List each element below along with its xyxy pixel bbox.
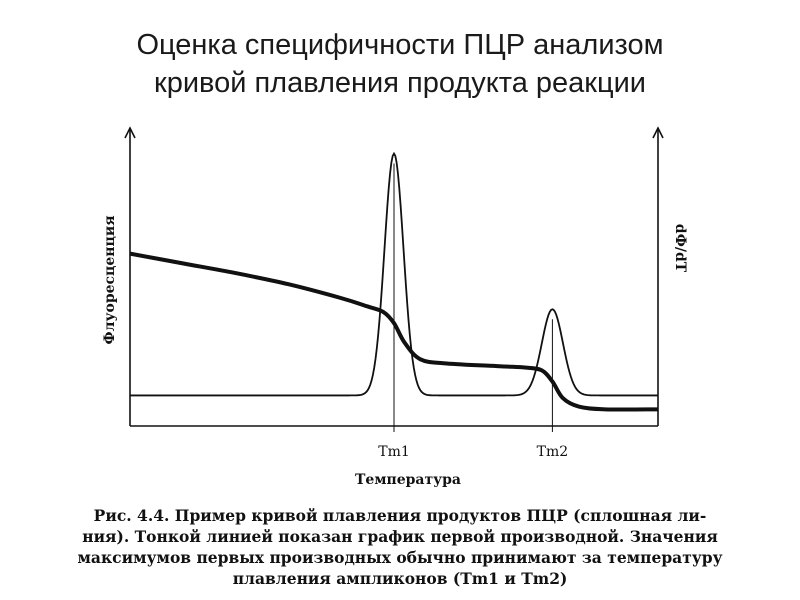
axis-labels: Температура Флуоресценция dФ/dT Tm1 Tm2 [102,215,688,488]
y-axis-label-right: dФ/dT [672,224,688,273]
x-axis-label: Температура [355,472,461,488]
y-axis-left-arrow [124,126,136,139]
derivative-curve-line [130,151,658,397]
x-tick-label-tm1: Tm1 [378,444,410,460]
plot-area [129,151,659,412]
y-axis-label-left: Флуоресценция [102,215,118,344]
melting-curve-line [129,251,659,412]
caption-line-1: Рис. 4.4. Пример кривой плавления продук… [93,506,707,525]
slide-title: Оценка специфичности ПЦР анализом кривой… [0,26,800,102]
axes [124,126,664,432]
caption-line-3: максимумов первых производных обычно при… [77,548,723,567]
figure-caption: Рис. 4.4. Пример кривой плавления продук… [18,505,782,589]
caption-line-2: ния). Тонкой линией показан график перво… [82,527,718,546]
x-tick-label-tm2: Tm2 [537,444,569,460]
melting-curve-chart: Температура Флуоресценция dФ/dT Tm1 Tm2 [102,126,688,488]
caption-line-4: плавления ампликонов (Tm1 и Tm2) [232,569,568,588]
title-line-1: Оценка специфичности ПЦР анализом [136,29,664,61]
title-line-2: кривой плавления продукта реакции [154,67,646,99]
y-axis-right-arrow [652,126,664,139]
